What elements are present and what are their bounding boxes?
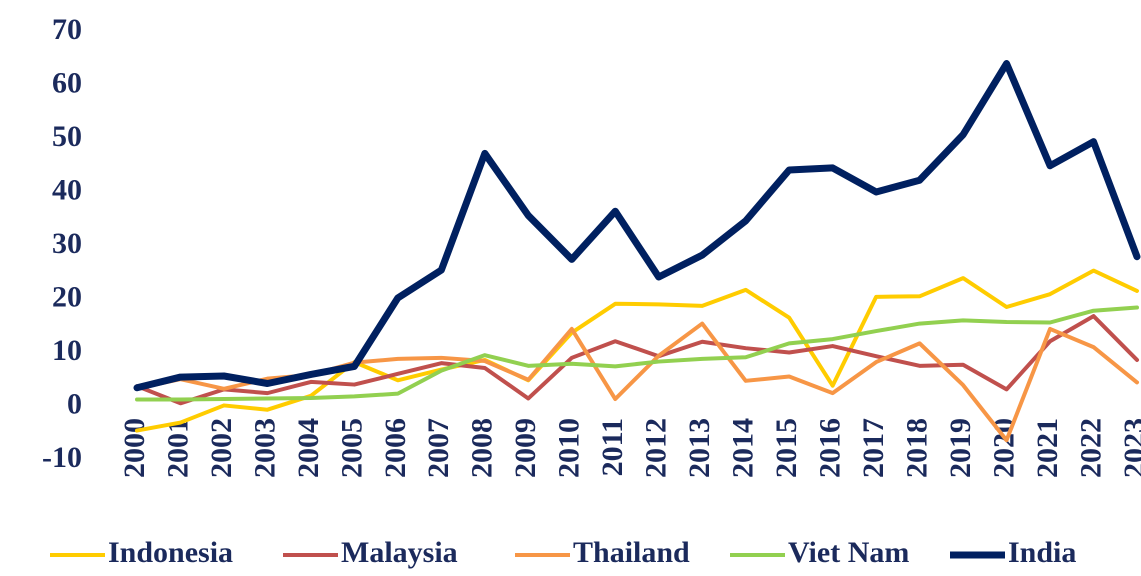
y-tick-label: 70	[52, 13, 82, 46]
x-tick-label: 2016	[814, 418, 847, 478]
x-tick-label: 2009	[509, 418, 542, 478]
x-tick-label: 2022	[1074, 418, 1107, 478]
x-tick-label: 2023	[1118, 418, 1141, 478]
x-tick-label: 2010	[553, 418, 586, 478]
series-line	[133, 60, 1141, 392]
x-tick-label: 2012	[640, 418, 673, 478]
series-line	[135, 305, 1139, 402]
x-tick-label: 2014	[727, 418, 760, 478]
x-tick-label: 2003	[248, 418, 281, 478]
y-tick-label: 30	[52, 227, 82, 260]
x-tick-label: 2018	[900, 418, 933, 478]
y-tick-label: 50	[52, 120, 82, 153]
x-tick-label: 2008	[466, 418, 499, 478]
x-tick-label: 2002	[205, 418, 238, 478]
y-tick-label: 40	[52, 173, 82, 206]
x-tick-label: 2011	[596, 418, 629, 476]
x-tick-label: 2004	[292, 418, 325, 478]
x-tick-label: 2020	[987, 418, 1020, 478]
legend-label: Malaysia	[341, 536, 458, 569]
legend-label: Indonesia	[108, 536, 233, 569]
legend-label: Viet Nam	[788, 536, 909, 569]
y-tick-label: -10	[42, 441, 82, 474]
x-tick-label: 2001	[161, 418, 194, 478]
series-line	[135, 314, 1139, 406]
x-tick-label: 2017	[857, 418, 890, 478]
y-tick-label: 0	[67, 387, 82, 420]
x-tick-label: 2021	[1031, 418, 1064, 478]
x-tick-label: 2007	[422, 418, 455, 478]
y-tick-label: 60	[52, 66, 82, 99]
y-tick-label: 20	[52, 280, 82, 313]
legend-label: India	[1008, 536, 1076, 569]
x-tick-label: 2005	[335, 418, 368, 478]
x-tick-label: 2013	[683, 418, 716, 478]
y-tick-label: 10	[52, 334, 82, 367]
x-tick-label: 2006	[379, 418, 412, 478]
legend-label: Thailand	[573, 536, 690, 569]
x-tick-label: 2019	[944, 418, 977, 478]
x-tick-label: 2015	[770, 418, 803, 478]
